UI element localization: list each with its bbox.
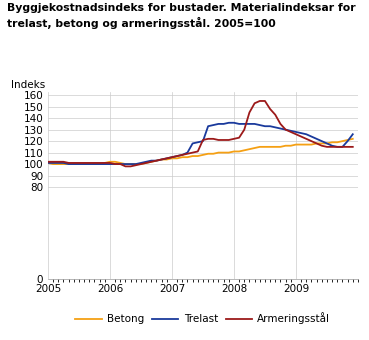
Armeringsstål <box>123 164 128 168</box>
Trelast <box>154 158 159 163</box>
Line: Betong: Betong <box>48 139 353 164</box>
Trelast <box>66 162 71 166</box>
Betong <box>242 148 246 152</box>
Armeringsstål <box>242 128 246 132</box>
Trelast <box>103 162 107 166</box>
Armeringsstål <box>154 158 159 163</box>
Armeringsstål <box>258 99 262 103</box>
Trelast <box>227 121 231 125</box>
Betong <box>149 160 154 164</box>
Trelast <box>247 122 252 126</box>
Text: Byggjekostnadsindeks for bustader. Materialindeksar for
trelast, betong og armer: Byggjekostnadsindeks for bustader. Mater… <box>7 3 356 29</box>
Trelast <box>139 161 143 165</box>
Armeringsstål <box>149 160 154 164</box>
Armeringsstål <box>139 162 143 166</box>
Betong <box>46 161 50 165</box>
Trelast <box>46 161 50 165</box>
Betong <box>51 162 55 166</box>
Legend: Betong, Trelast, Armeringsstål: Betong, Trelast, Armeringsstål <box>71 308 335 328</box>
Armeringsstål <box>351 145 355 149</box>
Armeringsstål <box>128 164 133 168</box>
Trelast <box>128 162 133 166</box>
Line: Trelast: Trelast <box>48 123 353 164</box>
Line: Armeringsstål: Armeringsstål <box>48 101 353 166</box>
Armeringsstål <box>97 161 102 165</box>
Text: Indeks: Indeks <box>11 80 45 90</box>
Trelast <box>351 132 355 136</box>
Betong <box>351 137 355 141</box>
Trelast <box>149 158 154 163</box>
Betong <box>103 161 107 165</box>
Betong <box>139 162 143 166</box>
Betong <box>128 162 133 166</box>
Betong <box>154 158 159 163</box>
Armeringsstål <box>46 160 50 164</box>
